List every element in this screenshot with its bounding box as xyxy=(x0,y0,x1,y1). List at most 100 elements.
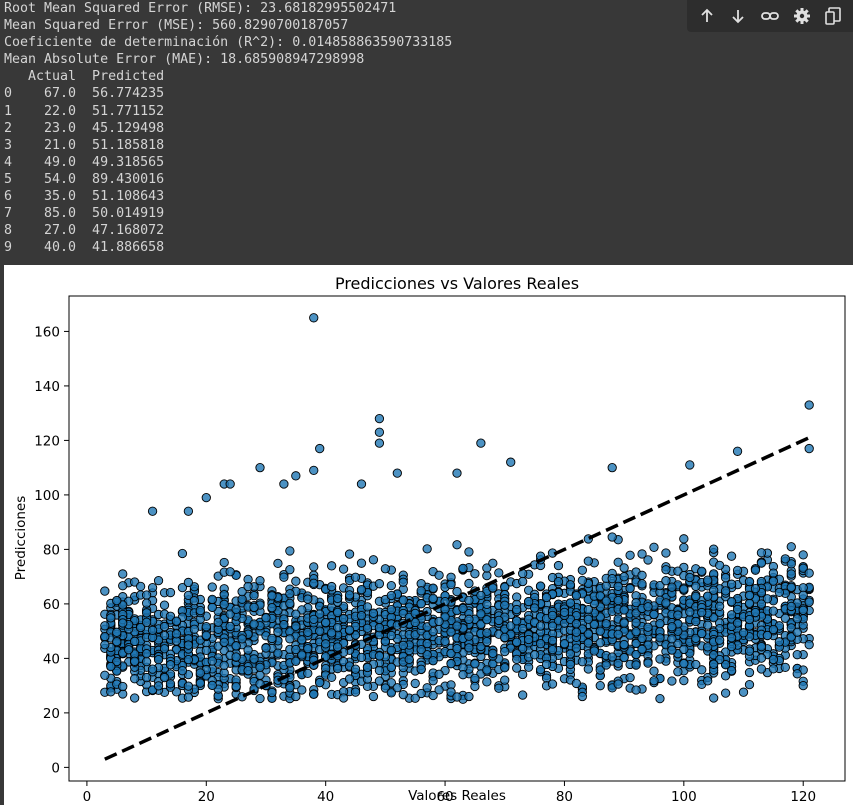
move-up-button[interactable] xyxy=(694,3,720,29)
scatter-point xyxy=(738,628,749,638)
scatter-point xyxy=(601,660,611,670)
scatter-point xyxy=(691,591,701,602)
scatter-point xyxy=(547,679,558,689)
scatter-point xyxy=(141,617,152,627)
scatter-point xyxy=(697,566,707,576)
scatter-point xyxy=(195,678,205,688)
scatter-point xyxy=(714,601,725,611)
scatter-point xyxy=(661,576,671,586)
scatter-point xyxy=(416,599,426,609)
scatter-point xyxy=(649,542,659,552)
scatter-point xyxy=(183,640,194,650)
scatter-point xyxy=(798,605,808,615)
scatter-point xyxy=(362,602,373,612)
scatter-point xyxy=(691,581,701,591)
copy-button[interactable] xyxy=(820,3,846,29)
scatter-point xyxy=(416,688,426,699)
scatter-point xyxy=(141,598,152,608)
scatter-point xyxy=(225,621,235,632)
scatter-point xyxy=(273,558,283,569)
scatter-point xyxy=(565,649,576,659)
scatter-point xyxy=(637,549,647,559)
scatter-point xyxy=(273,627,283,637)
scatter-point xyxy=(338,693,349,703)
plot-area xyxy=(68,295,846,782)
scatter-point xyxy=(792,650,802,660)
scatter-point xyxy=(344,590,355,600)
scatter-point xyxy=(321,617,331,628)
scatter-point xyxy=(446,627,456,637)
scatter-point xyxy=(643,658,653,668)
scatter-point xyxy=(667,622,677,632)
scatter-point xyxy=(583,664,593,674)
scatter-point xyxy=(255,576,265,586)
scatter-point xyxy=(583,614,593,624)
scatter-point xyxy=(589,619,599,630)
scatter-point xyxy=(291,691,301,702)
scatter-point xyxy=(452,644,462,654)
scatter-point xyxy=(726,597,737,607)
scatter-point xyxy=(356,610,367,621)
scatter-point xyxy=(446,579,456,590)
scatter-point xyxy=(321,639,331,649)
x-tick-label: 0 xyxy=(83,789,92,805)
scatter-point xyxy=(171,629,182,639)
move-down-button[interactable] xyxy=(725,3,751,29)
scatter-point xyxy=(726,641,737,652)
scatter-point xyxy=(535,581,546,591)
scatter-point xyxy=(386,590,396,601)
scatter-point xyxy=(613,581,623,592)
scatter-point xyxy=(440,636,450,646)
scatter-point xyxy=(201,630,211,640)
scatter-point xyxy=(631,597,641,608)
settings-button[interactable] xyxy=(789,3,815,29)
scatter-point xyxy=(720,573,731,583)
scatter-point xyxy=(106,613,116,623)
scatter-point xyxy=(667,645,677,655)
scatter-point xyxy=(231,681,241,692)
scatter-point xyxy=(267,591,277,601)
scatter-point xyxy=(595,591,605,601)
scatter-point xyxy=(709,650,719,660)
scatter-point xyxy=(356,558,367,568)
scatter-point xyxy=(159,600,170,610)
scatter-point xyxy=(613,557,623,567)
scatter-point xyxy=(452,586,462,597)
scatter-point xyxy=(744,646,755,656)
scatter-point xyxy=(482,677,492,687)
scatter-point xyxy=(291,609,301,619)
scatter-point xyxy=(768,606,779,616)
scatter-point xyxy=(309,578,319,588)
output-line: Actual Predicted xyxy=(4,69,165,85)
scatter-point xyxy=(655,654,665,664)
scatter-point xyxy=(607,574,617,584)
scatter-point xyxy=(219,637,229,647)
scatter-point xyxy=(541,659,552,670)
scatter-point xyxy=(756,558,767,568)
scatter-point xyxy=(732,618,743,628)
scatter-point xyxy=(183,692,194,702)
scatter-point xyxy=(422,638,432,649)
scatter-point xyxy=(756,664,767,674)
scatter-point xyxy=(595,665,605,675)
reference-line xyxy=(104,436,810,761)
scatter-point xyxy=(147,506,158,516)
scatter-point xyxy=(165,660,176,670)
scatter-point xyxy=(470,673,480,684)
scatter-point xyxy=(219,660,229,671)
scatter-point xyxy=(756,548,767,558)
scatter-point xyxy=(130,693,140,703)
y-tick-label: 0 xyxy=(51,760,60,776)
scatter-point xyxy=(798,680,808,691)
scatter-point xyxy=(452,621,462,631)
scatter-point xyxy=(559,639,570,649)
scatter-point xyxy=(655,693,665,704)
scatter-point xyxy=(183,590,194,601)
scatter-point xyxy=(792,614,802,624)
scatter-point xyxy=(804,400,814,410)
scatter-point xyxy=(374,438,385,448)
link-button[interactable] xyxy=(757,3,783,29)
scatter-point xyxy=(165,611,176,621)
scatter-point xyxy=(464,631,474,641)
scatter-point xyxy=(392,683,402,693)
